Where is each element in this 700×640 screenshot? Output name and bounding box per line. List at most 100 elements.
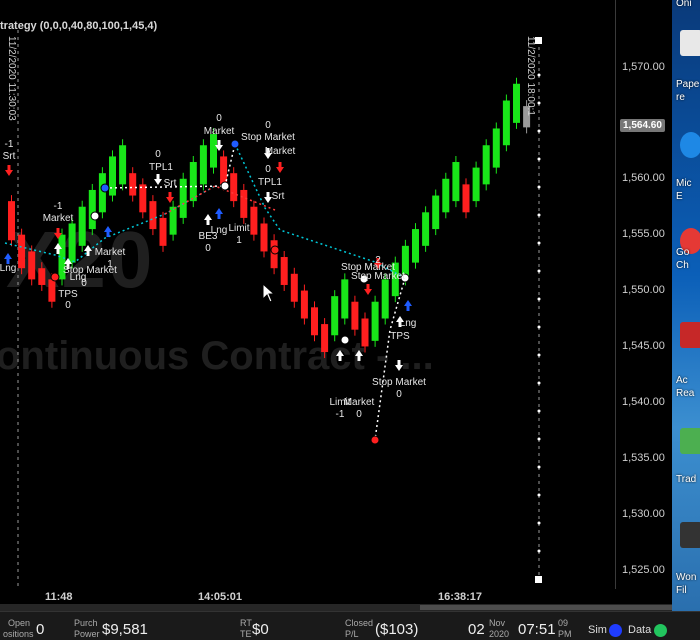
- order-marker-label: 2: [375, 255, 381, 266]
- candle-bar: [412, 229, 419, 263]
- candle-bar: [492, 128, 500, 168]
- wondershare-icon[interactable]: [680, 522, 700, 548]
- candle-bar: [371, 301, 379, 341]
- candle-bar: [331, 296, 339, 336]
- order-arrow-icon: [374, 258, 382, 269]
- trade-fill-dot[interactable]: [370, 435, 380, 445]
- order-marker-label: Market: [204, 126, 235, 137]
- scrollbar-thumb[interactable]: [420, 605, 672, 610]
- trade-line: [164, 185, 276, 215]
- trade-fill-dot[interactable]: [230, 139, 240, 149]
- trade-fill-dot[interactable]: [270, 245, 280, 255]
- rt-te-value: $0: [252, 621, 269, 638]
- candle-bar: [18, 234, 26, 269]
- order-marker-label: Stop Market: [241, 132, 295, 143]
- closed-pl-value: ($103): [375, 621, 419, 638]
- chart-area[interactable]: X20 ontinuous Contract - ... -1 Srt -1 Mark…: [0, 0, 672, 605]
- order-arrow-icon: [154, 174, 162, 185]
- order-marker-label: Lng: [211, 225, 228, 236]
- trade-fill-dot[interactable]: [220, 181, 230, 191]
- order-marker-label: Limit: [329, 397, 350, 408]
- candle-bar: [311, 307, 318, 336]
- candle-bar: [502, 100, 510, 146]
- candle-bar: [68, 223, 76, 263]
- trade-icon[interactable]: [680, 428, 700, 454]
- candle-bar: [381, 279, 389, 319]
- session-dot: [537, 381, 541, 385]
- candle-bar: [401, 245, 409, 280]
- candle-bar: [38, 268, 46, 285]
- open-positions-value: 0: [36, 621, 45, 638]
- order-arrow-icon: [264, 192, 272, 203]
- candle-bar: [58, 234, 66, 280]
- candle-bar: [472, 167, 480, 202]
- order-arrow-icon: [54, 228, 62, 239]
- trade-fill-dot[interactable]: [340, 335, 350, 345]
- session-dot: [537, 549, 541, 553]
- trade-fill-dot[interactable]: [100, 183, 110, 193]
- order-arrow-icon: [204, 214, 212, 225]
- time-label: 14:05:01: [198, 591, 243, 603]
- price-label: 1,535.00: [622, 452, 665, 464]
- price-axis[interactable]: 1,570.00 1,560.00 1,555.00 1,550.00 1,54…: [615, 0, 672, 589]
- clock-time: 07:51 09 PM: [518, 618, 572, 639]
- closed-pl: Closed P/L ($103): [345, 618, 419, 639]
- order-arrow-icon: [404, 300, 412, 311]
- order-marker-label: Market: [95, 247, 126, 258]
- sim-indicator[interactable]: Sim: [588, 612, 628, 640]
- candle-bar: [129, 173, 137, 196]
- open-positions: Open ositions 0: [3, 618, 45, 639]
- candle-bar: [462, 184, 470, 213]
- session-dot: [537, 521, 541, 525]
- candle-bar: [199, 145, 207, 185]
- horizontal-scrollbar[interactable]: [0, 604, 672, 611]
- candle-bar: [442, 178, 450, 213]
- candle-bar: [482, 145, 490, 185]
- order-marker-label: Market: [344, 397, 375, 408]
- candle-bar: [422, 212, 430, 246]
- session-dot: [537, 241, 541, 245]
- order-marker-label: 0: [205, 243, 211, 254]
- session-dot: [537, 437, 541, 441]
- candle-bar: [513, 83, 520, 123]
- current-price-tag: 1,564.60: [620, 119, 665, 132]
- candle-bar: [230, 173, 238, 202]
- order-marker-label: Srt: [3, 151, 16, 162]
- order-marker-label: TPS: [390, 331, 410, 342]
- trade-line: [374, 277, 406, 441]
- price-label: 1,560.00: [622, 172, 665, 184]
- candle-bar: [109, 156, 116, 196]
- trade-fill-dot[interactable]: [400, 273, 410, 283]
- candle-bar: [179, 178, 187, 218]
- order-marker-label: 0: [155, 149, 161, 160]
- order-arrow-icon: [64, 258, 72, 269]
- price-label: 1,550.00: [622, 284, 665, 296]
- session-dot: [537, 325, 541, 329]
- session-dot: [537, 493, 541, 497]
- order-marker-label: 0: [265, 120, 271, 131]
- microsoft-edge-icon[interactable]: [680, 132, 700, 158]
- trade-fill-dot[interactable]: [90, 211, 100, 221]
- time-axis[interactable]: 11:48 14:05:01 16:38:17: [0, 589, 615, 605]
- paper-icon[interactable]: [680, 30, 700, 56]
- order-arrow-icon: [396, 316, 404, 327]
- data-indicator[interactable]: Data: [628, 612, 678, 640]
- candle-bar: [139, 184, 147, 213]
- trade-fill-dot[interactable]: [50, 272, 60, 282]
- google-chrome-icon[interactable]: [680, 228, 700, 254]
- purchasing-power-value: $9,581: [102, 621, 148, 638]
- order-marker-label: TPL1: [258, 177, 282, 188]
- trade-fill-dot[interactable]: [359, 274, 369, 284]
- acrobat-reader-icon[interactable]: [680, 322, 700, 348]
- clock-date: 02 Nov 2020: [468, 618, 510, 639]
- price-label: 1,545.00: [622, 340, 665, 352]
- price-label: 1,570.00: [622, 61, 665, 73]
- candle-bar: [210, 134, 217, 168]
- order-marker-label: Srt: [164, 178, 177, 189]
- candle-bar: [260, 223, 268, 252]
- order-marker-label: Lng: [70, 272, 87, 283]
- candle-bar: [321, 324, 329, 353]
- candle-bar: [149, 201, 157, 230]
- candle-bar: [119, 145, 127, 185]
